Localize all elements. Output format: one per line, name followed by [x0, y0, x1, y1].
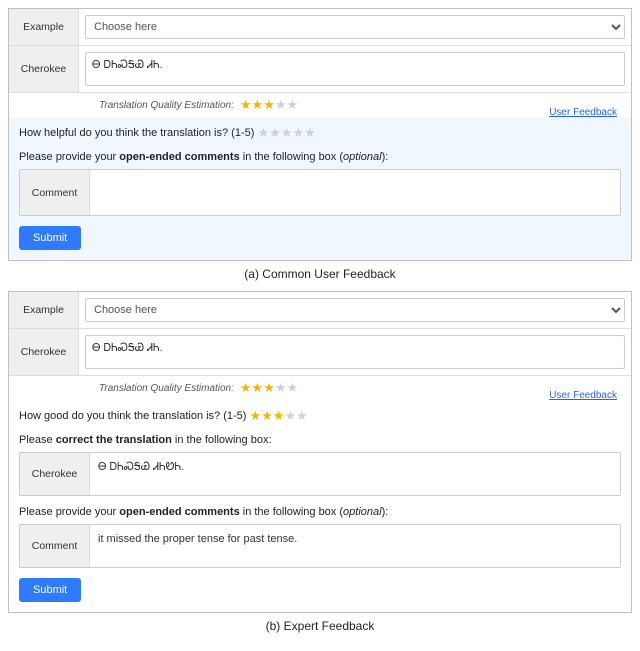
- comment-textarea[interactable]: [90, 170, 620, 212]
- user-feedback-link[interactable]: User Feedback: [549, 390, 617, 401]
- helpfulness-question: How helpful do you think the translation…: [19, 125, 621, 141]
- correction-field-wrap: Ꮎ ᎠᏂᏍᎦᏯ ᏗᏂᏬᏂ.: [90, 453, 620, 495]
- example-label: Example: [9, 9, 79, 45]
- example-label: Example: [9, 292, 79, 328]
- question-text: How good do you think the translation is…: [19, 410, 246, 422]
- cherokee-label: Cherokee: [9, 329, 79, 375]
- comments-prompt: Please provide your open-ended comments …: [19, 506, 621, 518]
- comments-prompt: Please provide your open-ended comments …: [19, 151, 621, 163]
- estimation-row: Translation Quality Estimation: ★★★★★: [9, 376, 631, 400]
- example-field: Choose here: [79, 9, 631, 45]
- feedback-area: User Feedback How good do you think the …: [9, 400, 631, 612]
- comment-field-wrap: [90, 170, 620, 215]
- panel-expert-feedback: Example Choose here Cherokee Ꮎ ᎠᏂᏍᎦᏯ ᏗᏂ.…: [8, 291, 632, 613]
- example-field: Choose here: [79, 292, 631, 328]
- correction-text[interactable]: Ꮎ ᎠᏂᏍᎦᏯ ᏗᏂᏬᏂ.: [90, 453, 620, 495]
- question-stars[interactable]: ★★★★★: [250, 408, 308, 424]
- question-text: How helpful do you think the translation…: [19, 127, 254, 139]
- example-select[interactable]: Choose here: [85, 15, 625, 39]
- quality-question: How good do you think the translation is…: [19, 408, 621, 424]
- feedback-area: User Feedback How helpful do you think t…: [9, 117, 631, 260]
- panel-common-user-feedback: Example Choose here Cherokee Ꮎ ᎠᏂᏍᎦᏯ ᏗᏂ.…: [8, 8, 632, 261]
- comment-field-wrap: it missed the proper tense for past tens…: [90, 525, 620, 567]
- correction-row: Cherokee Ꮎ ᎠᏂᏍᎦᏯ ᏗᏂᏬᏂ.: [19, 452, 621, 496]
- estimation-label: Translation Quality Estimation:: [99, 100, 234, 111]
- cherokee-field: Ꮎ ᎠᏂᏍᎦᏯ ᏗᏂ.: [79, 329, 631, 375]
- comment-row: Comment it missed the proper tense for p…: [19, 524, 621, 568]
- comment-text[interactable]: it missed the proper tense for past tens…: [90, 525, 620, 567]
- comment-row: Comment: [19, 169, 621, 216]
- example-row: Example Choose here: [9, 9, 631, 46]
- question-stars[interactable]: ★★★★★: [257, 125, 315, 141]
- user-feedback-link[interactable]: User Feedback: [549, 107, 617, 118]
- example-select[interactable]: Choose here: [85, 298, 625, 322]
- cherokee-text: Ꮎ ᎠᏂᏍᎦᏯ ᏗᏂ.: [85, 52, 625, 86]
- cherokee-label: Cherokee: [9, 46, 79, 92]
- estimation-stars: ★★★★★: [240, 97, 298, 113]
- correct-prompt: Please correct the translation in the fo…: [19, 434, 621, 446]
- cherokee-text: Ꮎ ᎠᏂᏍᎦᏯ ᏗᏂ.: [85, 335, 625, 369]
- submit-button[interactable]: Submit: [19, 578, 81, 602]
- estimation-stars: ★★★★★: [240, 380, 298, 396]
- caption-a: (a) Common User Feedback: [8, 267, 632, 281]
- cherokee-field: Ꮎ ᎠᏂᏍᎦᏯ ᏗᏂ.: [79, 46, 631, 92]
- example-row: Example Choose here: [9, 292, 631, 329]
- correction-label: Cherokee: [20, 453, 90, 495]
- cherokee-row: Cherokee Ꮎ ᎠᏂᏍᎦᏯ ᏗᏂ.: [9, 46, 631, 93]
- submit-button[interactable]: Submit: [19, 226, 81, 250]
- caption-b: (b) Expert Feedback: [8, 619, 632, 633]
- comment-label: Comment: [20, 525, 90, 567]
- estimation-row: Translation Quality Estimation: ★★★★★: [9, 93, 631, 117]
- cherokee-row: Cherokee Ꮎ ᎠᏂᏍᎦᏯ ᏗᏂ.: [9, 329, 631, 376]
- estimation-label: Translation Quality Estimation:: [99, 383, 234, 394]
- comment-label: Comment: [20, 170, 90, 215]
